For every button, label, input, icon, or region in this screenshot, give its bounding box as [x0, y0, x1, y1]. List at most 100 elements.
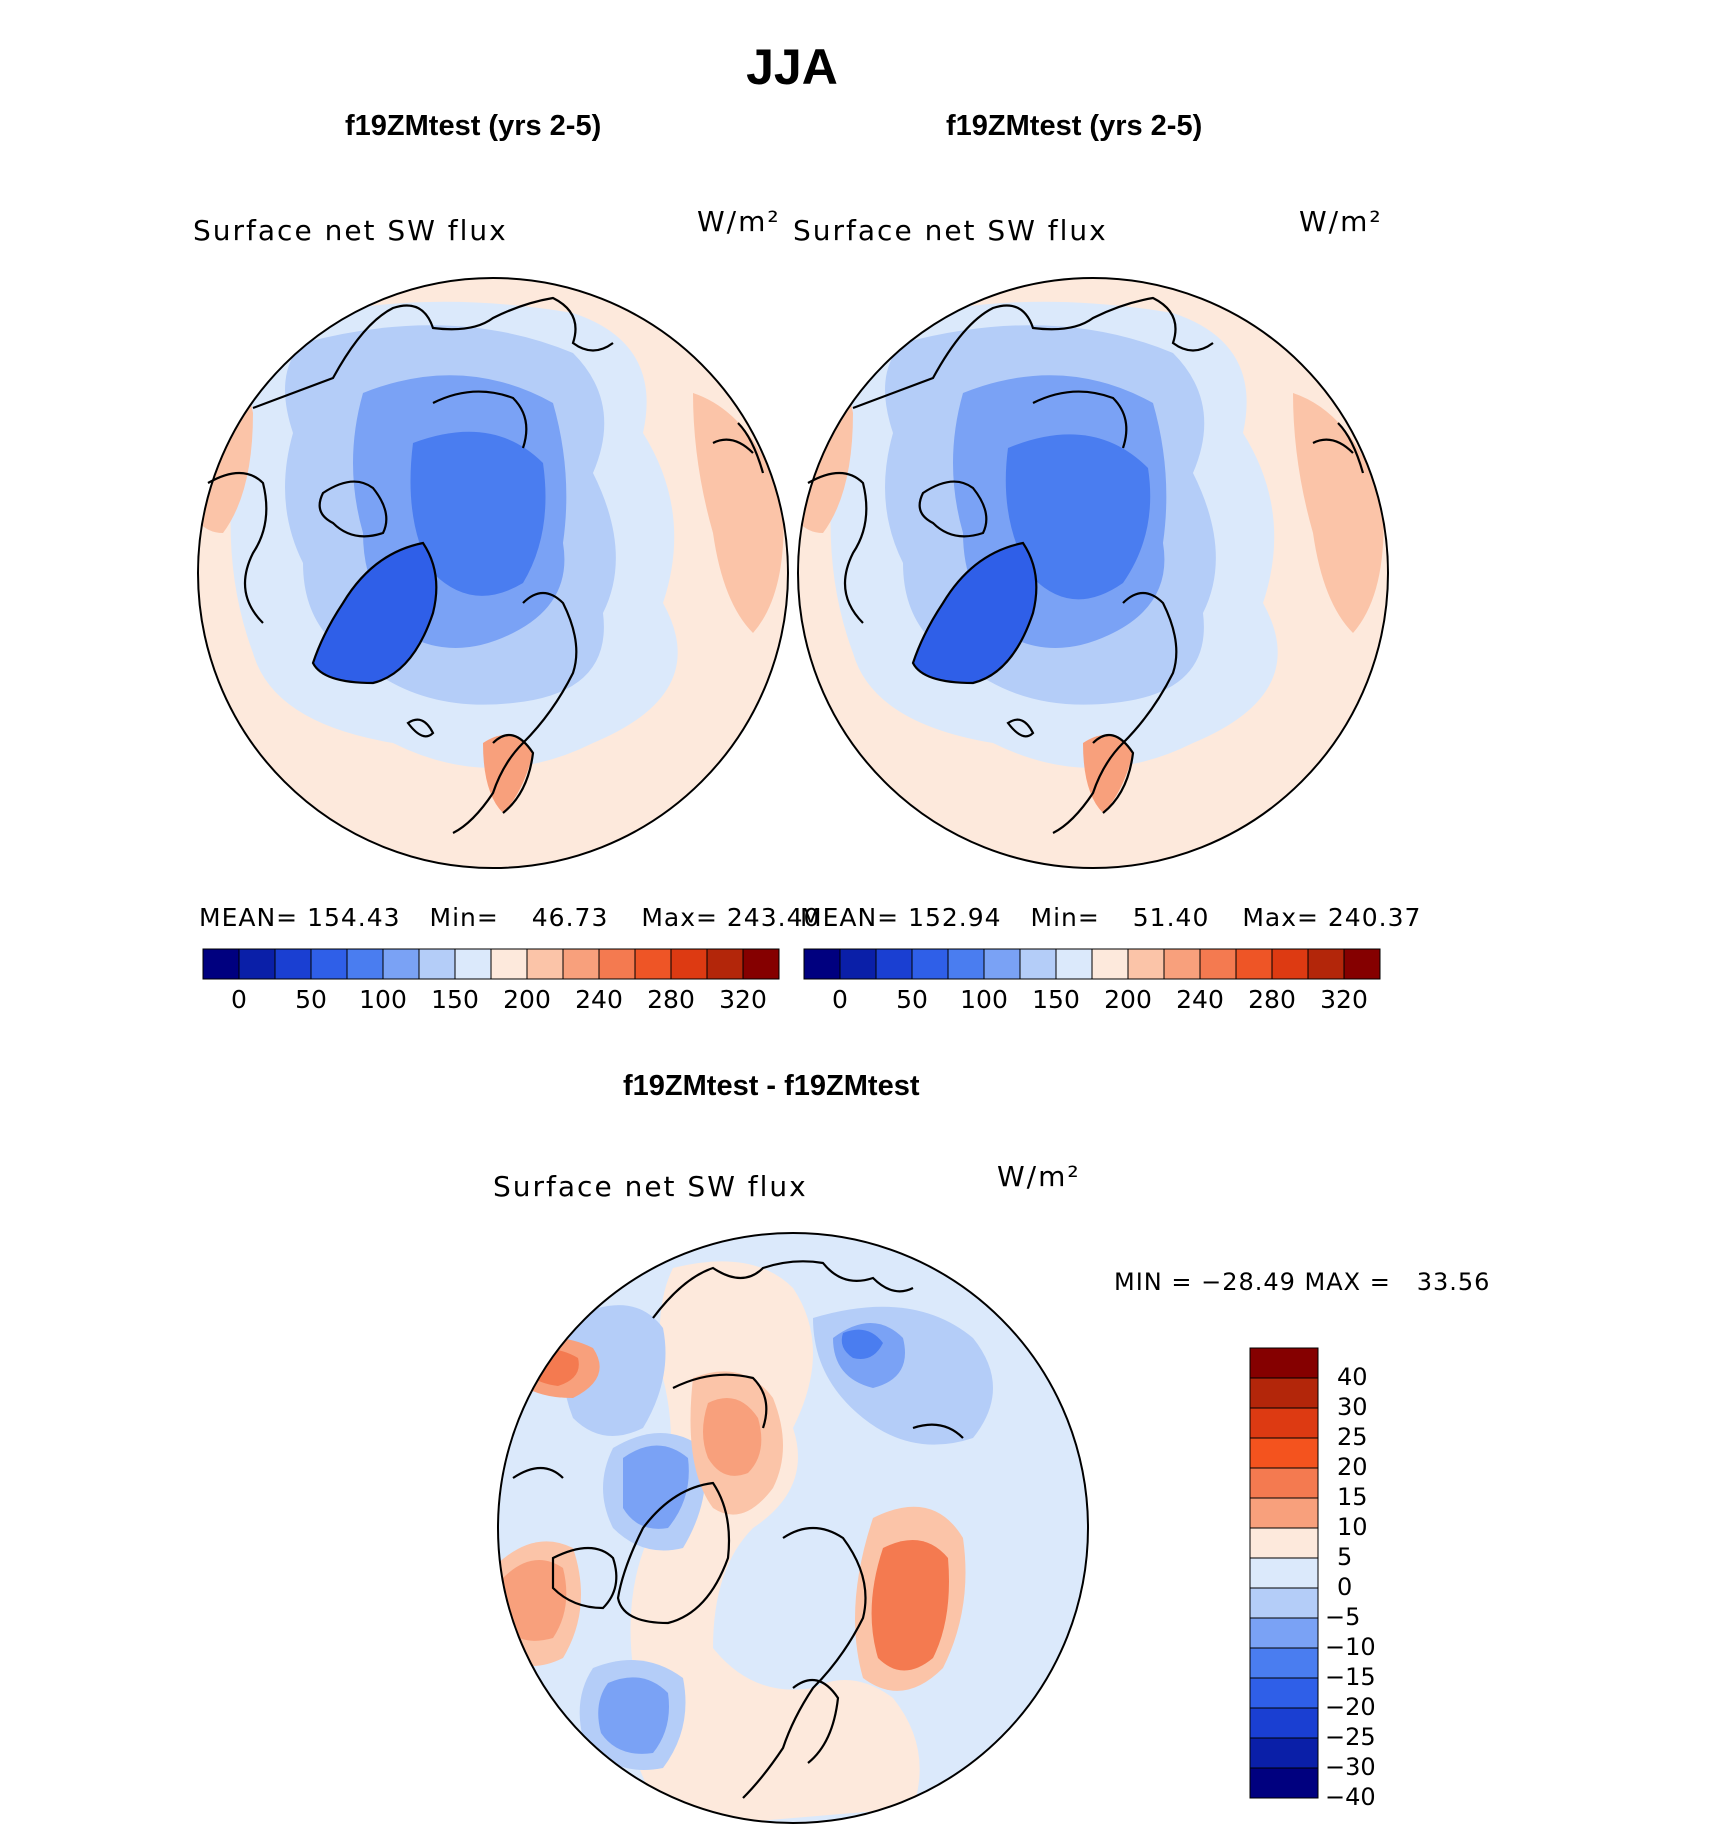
panel-1-stats: MEAN= 154.43 Min= 46.73 Max= 243.40 — [199, 903, 820, 932]
panel-1-colorbar-tick-label: 0 — [231, 985, 247, 1014]
difference-colorbar-tick-label: 20 — [1337, 1453, 1368, 1481]
panel-2-colorbar-box — [1055, 948, 1093, 980]
difference-colorbar — [1249, 1347, 1319, 1799]
panel-1-colorbar-tick-label: 320 — [719, 985, 767, 1014]
panel-1-mean-value: 154.43 — [307, 903, 401, 932]
panel-2-colorbar-tick-label: 200 — [1104, 985, 1152, 1014]
panel-1-colorbar-box — [742, 948, 780, 980]
panel-1-colorbar-box — [598, 948, 636, 980]
figure-title: JJA — [746, 39, 838, 95]
difference-colorbar-tick-label: 25 — [1337, 1423, 1368, 1451]
difference-field-red-west — [503, 1560, 567, 1641]
difference-map-border — [497, 1232, 1089, 1824]
difference-colorbar-box — [1249, 1437, 1319, 1469]
panel-2-colorbar-tick-label: 0 — [832, 985, 848, 1014]
panel-2-min-value: 51.40 — [1132, 903, 1210, 932]
panel-2-colorbar-box — [839, 948, 877, 980]
panel-2-colorbar-box — [947, 948, 985, 980]
difference-colorbar-box — [1249, 1527, 1319, 1559]
difference-field-red-east — [871, 1540, 949, 1671]
difference-field-blue-arctic — [623, 1445, 689, 1529]
difference-colorbar-box — [1249, 1467, 1319, 1499]
panel-1-colorbar-box — [490, 948, 528, 980]
panel-2-colorbar-box — [1235, 948, 1273, 980]
panel-1-min-value: 46.73 — [531, 903, 609, 932]
panel-1-field-east-orange — [693, 393, 784, 633]
panel-2-colorbar-box — [1019, 948, 1057, 980]
panel-2-min-label: Min= — [1030, 903, 1100, 932]
panel-1-coastlines — [207, 296, 765, 834]
panel-2-colorbar-box — [911, 948, 949, 980]
difference-colorbar-box — [1249, 1557, 1319, 1589]
panel-2-coastlines — [807, 296, 1365, 834]
difference-colorbar-box — [1249, 1677, 1319, 1709]
difference-colorbar-box — [1249, 1377, 1319, 1409]
difference-colorbar-box — [1249, 1707, 1319, 1739]
panel-1-colorbar-box — [310, 948, 348, 980]
panel-1-colorbar-box — [454, 948, 492, 980]
difference-colorbar-tick-label: −5 — [1325, 1603, 1361, 1631]
panel-2-mean-label: MEAN= — [800, 903, 900, 932]
panel-1-colorbar-tick-label: 150 — [431, 985, 479, 1014]
difference-colorbar-tick-label: −30 — [1325, 1753, 1376, 1781]
difference-variable: Surface net SW flux — [493, 1170, 808, 1203]
panel-2-colorbar-box — [983, 948, 1021, 980]
difference-colorbar-tick-label: 10 — [1337, 1513, 1368, 1541]
difference-map — [497, 1232, 1089, 1824]
panel-2-max-label: Max= — [1242, 903, 1319, 932]
panel-1-colorbar-tick-label: 240 — [575, 985, 623, 1014]
panel-1-colorbar-labels: 0 50 100 150 200 240 280 320 — [203, 985, 779, 1015]
difference-colorbar-box — [1249, 1497, 1319, 1529]
difference-colorbar-tick-label: 0 — [1337, 1573, 1353, 1601]
difference-colorbar-tick-label: 40 — [1337, 1363, 1368, 1391]
panel-1-colorbar-box — [562, 948, 600, 980]
panel-2-max-value: 240.37 — [1327, 903, 1422, 932]
difference-stats: MIN = −28.49 MAX = 33.56 — [1114, 1268, 1491, 1296]
panel-2-field-greenland — [913, 543, 1037, 683]
panel-1-colorbar-tick-label: 50 — [295, 985, 327, 1014]
panel-2-colorbar-box — [1199, 948, 1237, 980]
panel-1-colorbar-box — [670, 948, 708, 980]
panel-2-colorbar-tick-label: 320 — [1320, 985, 1368, 1014]
panel-2-field-arctic-blue — [1005, 434, 1151, 600]
panel-1-colorbar-box — [346, 948, 384, 980]
panel-1-field-greenland — [313, 543, 437, 683]
panel-1-colorbar-box — [634, 948, 672, 980]
panel-2-variable: Surface net SW flux — [793, 214, 1108, 247]
difference-colorbar-labels: 40 30 25 20 15 10 5 0 −5 −10 −15 −20 −25 −30 −40 — [1325, 1348, 1415, 1811]
difference-field-deep-blue-ne — [841, 1329, 883, 1359]
difference-colorbar-tick-label: 15 — [1337, 1483, 1368, 1511]
panel-2-colorbar-labels: 0 50 100 150 200 240 280 320 — [804, 985, 1380, 1015]
panel-2-colorbar-tick-label: 100 — [960, 985, 1008, 1014]
panel-1-map-border — [197, 277, 789, 869]
panel-1-field-scandinavia — [483, 735, 533, 813]
difference-colorbar-tick-label: −15 — [1325, 1663, 1376, 1691]
panel-1-colorbar-box — [706, 948, 744, 980]
difference-colorbar-box — [1249, 1347, 1319, 1379]
panel-2-colorbar-tick-label: 150 — [1032, 985, 1080, 1014]
panel-2-colorbar — [803, 948, 1381, 980]
difference-colorbar-tick-label: −10 — [1325, 1633, 1376, 1661]
panel-2-stats: MEAN= 152.94 Min= 51.40 Max= 240.37 — [800, 903, 1421, 932]
difference-units: W/m² — [997, 1160, 1081, 1193]
panel-1-mean-label: MEAN= — [199, 903, 299, 932]
panel-2-colorbar-box — [803, 948, 841, 980]
panel-2-colorbar-tick-label: 280 — [1248, 985, 1296, 1014]
panel-1-colorbar-tick-label: 280 — [647, 985, 695, 1014]
difference-colorbar-box — [1249, 1407, 1319, 1439]
panel-1-colorbar-box — [526, 948, 564, 980]
panel-2-units: W/m² — [1299, 205, 1383, 238]
difference-field-blue-south-core — [598, 1677, 669, 1754]
panel-1-title: f19ZMtest (yrs 2-5) — [345, 110, 602, 142]
difference-colorbar-box — [1249, 1617, 1319, 1649]
panel-2-colorbar-tick-label: 50 — [896, 985, 928, 1014]
panel-2-colorbar-box — [1343, 948, 1381, 980]
panel-1-colorbar-tick-label: 100 — [359, 985, 407, 1014]
panel-1-colorbar-box — [238, 948, 276, 980]
panel-2-title: f19ZMtest (yrs 2-5) — [946, 110, 1203, 142]
panel-1-variable: Surface net SW flux — [193, 214, 508, 247]
difference-colorbar-tick-label: −25 — [1325, 1723, 1376, 1751]
difference-colorbar-tick-label: 5 — [1337, 1543, 1353, 1571]
difference-colorbar-tick-label: −20 — [1325, 1693, 1376, 1721]
panel-2-map-border — [797, 277, 1389, 869]
